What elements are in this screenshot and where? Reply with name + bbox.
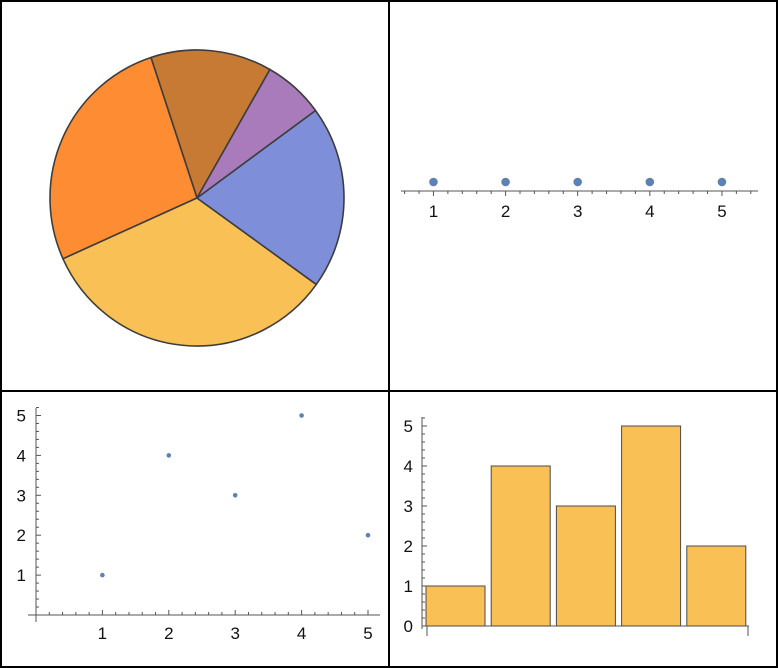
number-line-panel: 1 2 3 4 5 — [401, 177, 758, 221]
y-tick-label: 1 — [404, 577, 413, 596]
y-tick-label: 2 — [404, 537, 413, 556]
x-tick-label: 4 — [645, 202, 654, 221]
x-tick-label: 3 — [230, 624, 239, 643]
y-tick-label: 4 — [17, 446, 26, 465]
pie-chart-panel — [49, 49, 345, 347]
data-point — [299, 413, 304, 418]
y-tick-label: 4 — [404, 457, 413, 476]
x-tick-label: 5 — [717, 202, 726, 221]
data-point — [166, 453, 172, 458]
pie-slice — [196, 68, 317, 199]
pie-slice — [196, 109, 345, 286]
x-tick-label: 4 — [297, 624, 306, 643]
data-point — [429, 177, 438, 187]
y-tick-label: 3 — [17, 486, 26, 505]
bar — [425, 585, 486, 627]
y-tick-label: 1 — [17, 566, 26, 585]
y-tick-label: 0 — [404, 617, 413, 636]
x-tick-label: 1 — [98, 624, 107, 643]
pie-slice — [62, 197, 318, 347]
y-tick-label: 2 — [17, 526, 26, 545]
bar-chart-panel: 0 1 2 3 4 5 — [404, 417, 749, 636]
data-point — [100, 572, 105, 578]
bar — [621, 425, 682, 627]
data-point — [232, 493, 238, 498]
data-point — [501, 177, 510, 187]
bar — [555, 505, 616, 627]
x-tick-label: 2 — [501, 202, 510, 221]
scatter-plot-panel: 1 2 3 4 5 1 2 3 4 5 — [17, 407, 380, 643]
bar — [490, 465, 551, 627]
x-tick-label: 5 — [363, 624, 372, 643]
data-point — [573, 177, 582, 187]
data-point — [645, 177, 655, 187]
pie-slice — [49, 56, 198, 260]
y-tick-label: 5 — [17, 407, 26, 426]
data-point — [717, 177, 727, 187]
y-tick-label: 3 — [404, 497, 413, 516]
x-tick-label: 3 — [573, 202, 582, 221]
pie-slice — [150, 49, 271, 199]
x-tick-label: 1 — [429, 202, 438, 221]
data-point — [365, 532, 371, 538]
x-tick-label: 2 — [164, 624, 173, 643]
y-tick-label: 5 — [404, 417, 413, 436]
bar — [686, 545, 747, 627]
